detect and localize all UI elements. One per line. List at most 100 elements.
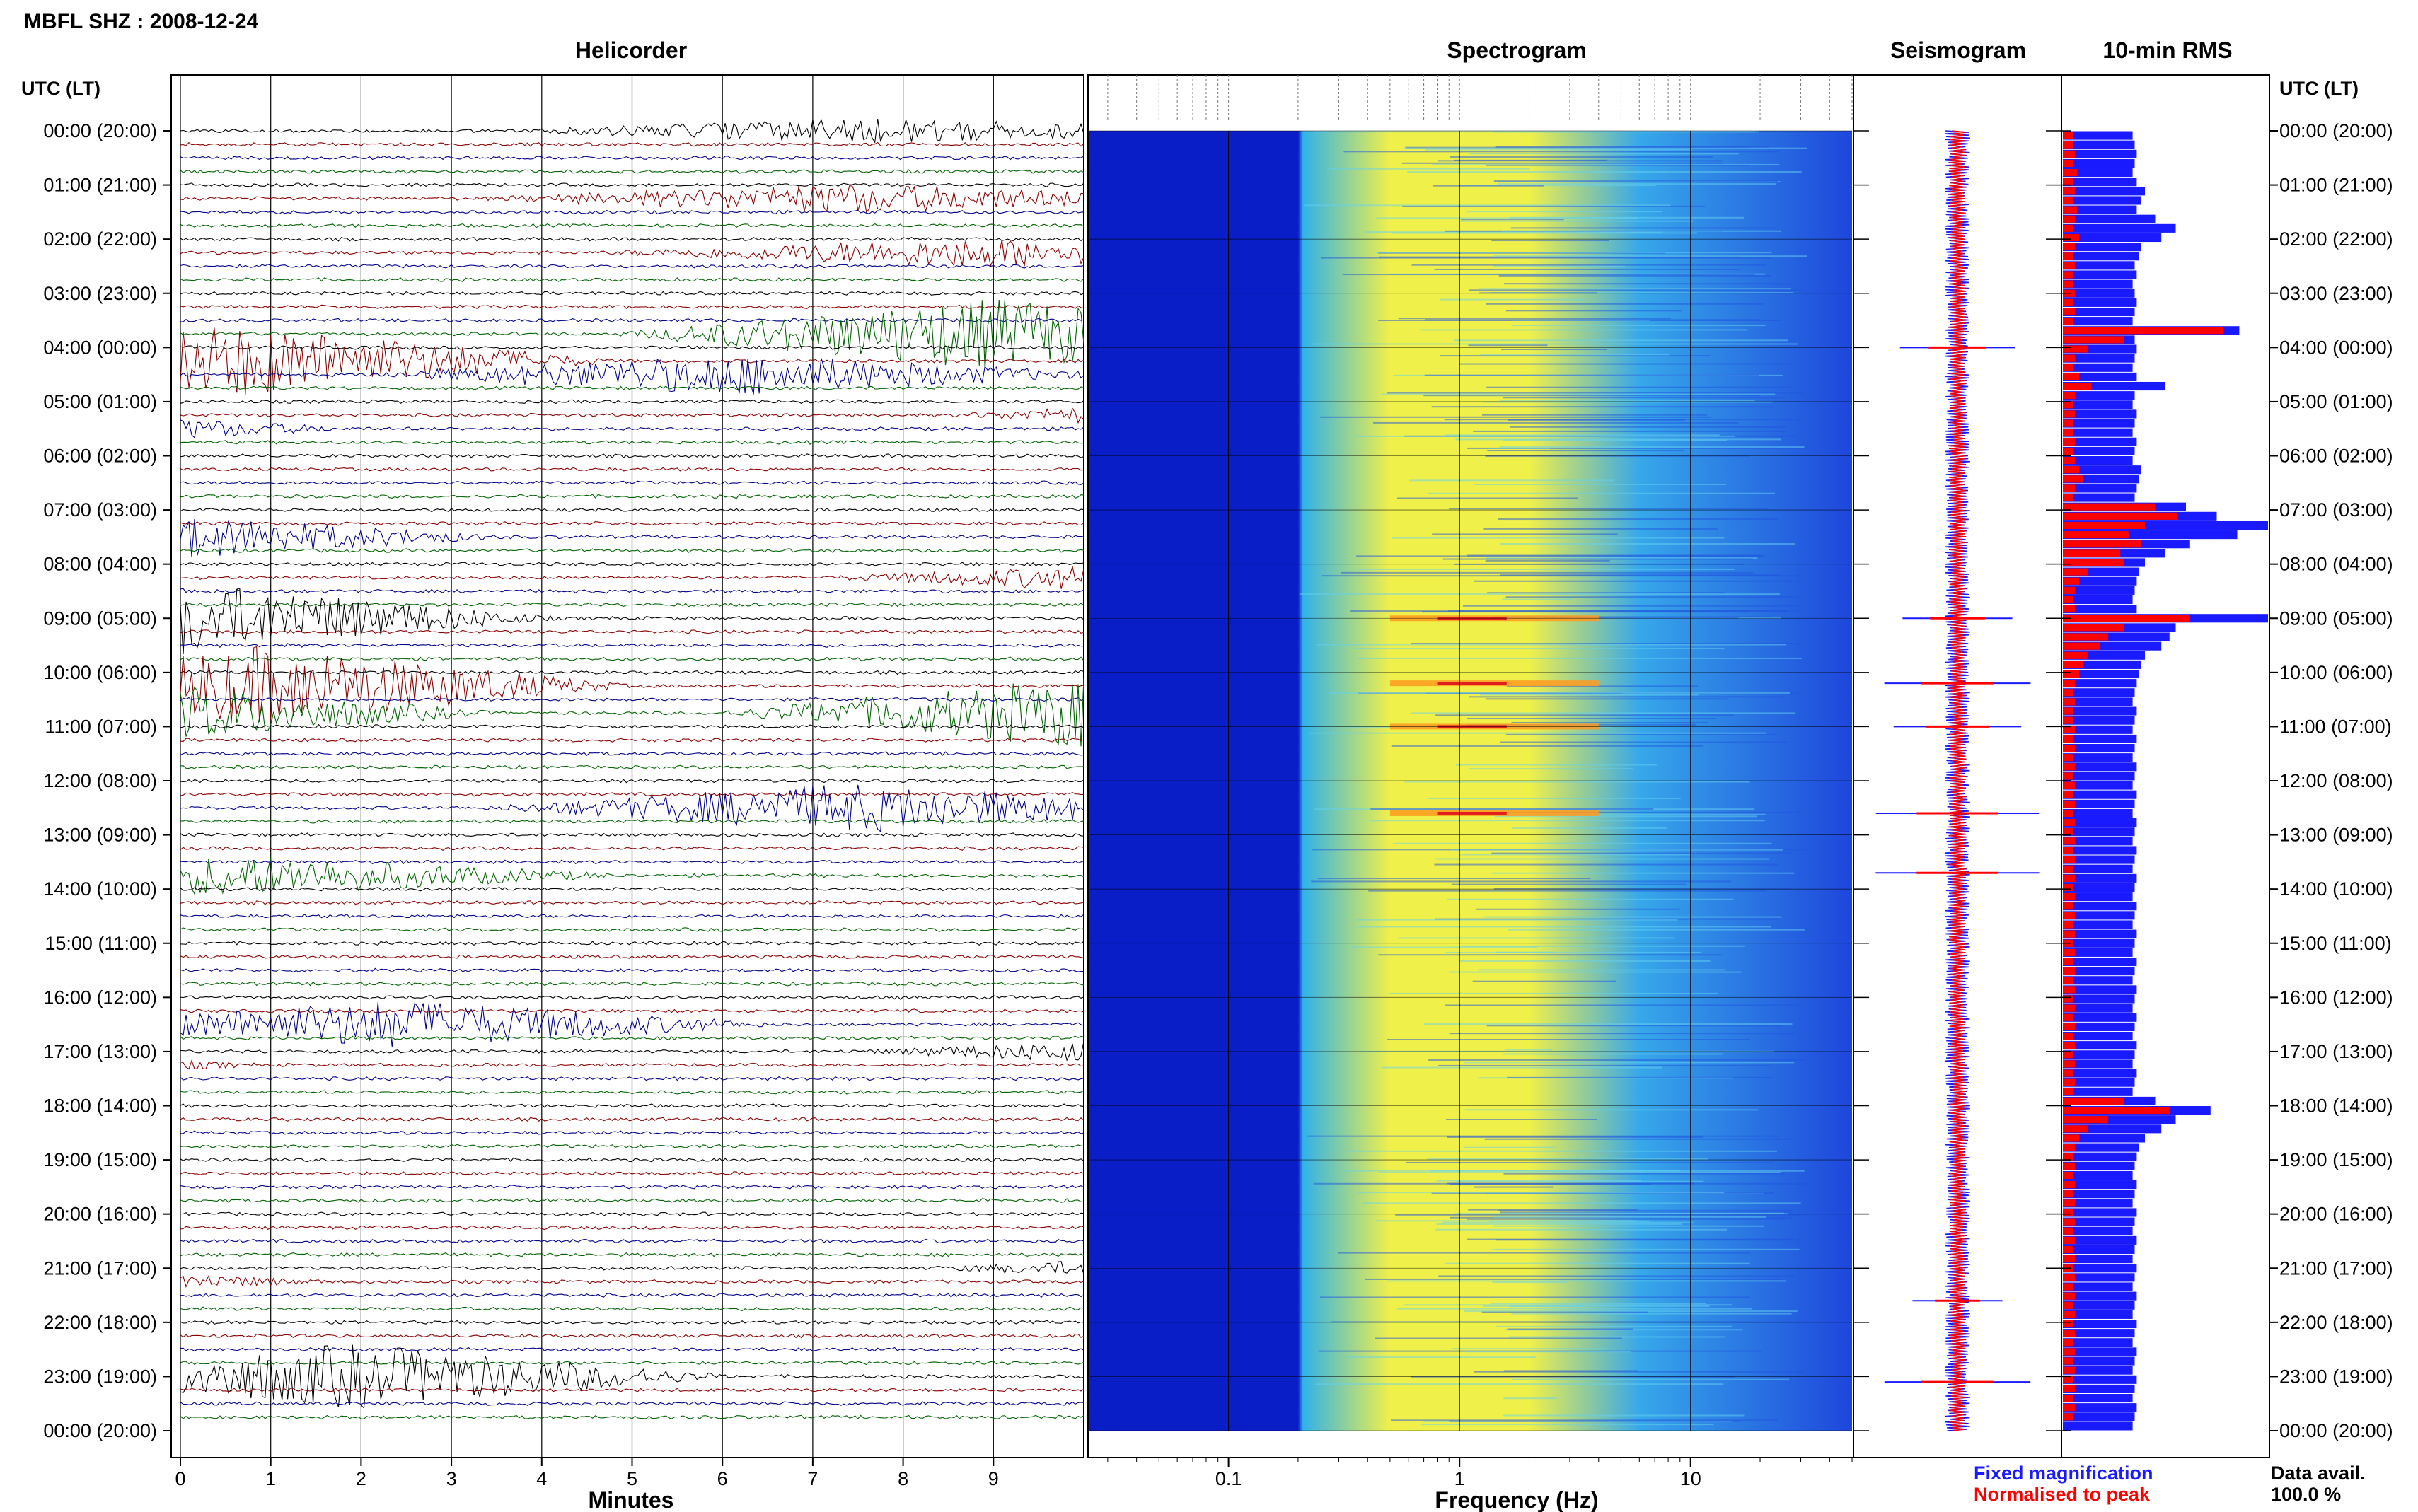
spectrogram-noise-row — [1491, 292, 1794, 294]
rms-bar-normalised — [2063, 828, 2073, 836]
spectrogram-noise-row — [1449, 971, 1742, 973]
spectrogram-noise-row — [1484, 1138, 1792, 1140]
helicorder-trace — [180, 236, 1084, 242]
time-tick-label: 15:00 (11:00) — [45, 933, 157, 954]
helicorder-plot: 0 1 2 3 4 5 6 7 8 9 — [175, 75, 1084, 1489]
rms-bar-fixed — [2063, 1384, 2135, 1393]
legend-normalised-to-peak: Normalised to peak — [1974, 1484, 2151, 1505]
helicorder-trace — [180, 385, 1084, 391]
rms-bar-normalised — [2063, 930, 2076, 938]
data-avail-value: 100.0 % — [2271, 1484, 2341, 1505]
rms-bar-fixed — [2063, 716, 2135, 725]
helicorder-trace — [180, 1185, 1084, 1190]
time-tick-label: 17:00 (13:00) — [43, 1041, 157, 1062]
rms-bar-normalised — [2063, 874, 2076, 882]
time-tick-label: 12:00 (08:00) — [43, 770, 157, 791]
spectrogram-noise-row — [1330, 692, 1790, 694]
spectrogram-noise-row — [1404, 781, 1750, 783]
rms-bar-normalised — [2063, 967, 2076, 975]
spectrogram-noise-row — [1317, 878, 1591, 880]
rms-bar-normalised — [2063, 1199, 2076, 1207]
spectrogram-noise-row — [1378, 954, 1722, 956]
spectrogram-noise-row — [1493, 616, 1771, 618]
rms-bar-fixed — [2063, 976, 2133, 985]
spectrogram-noise-row — [1433, 185, 1544, 187]
spectrogram-event-core — [1437, 682, 1507, 685]
helicorder-trace — [180, 643, 1084, 648]
spectrogram-noise-row — [1462, 605, 1800, 607]
spectrogram-noise-row — [1430, 1170, 1805, 1172]
rms-bar-normalised — [2063, 995, 2073, 1003]
spectrogram-noise-row — [1507, 1328, 1633, 1330]
rms-bar-fixed — [2063, 149, 2137, 158]
spectrogram-noise-row — [1375, 1337, 1622, 1339]
rms-bar-fixed — [2063, 985, 2137, 994]
helicorder-frame — [170, 74, 1084, 1458]
spectrogram-noise-row — [1466, 717, 1716, 719]
helicorder-trace — [180, 779, 1084, 784]
helicorder-trace — [180, 670, 1084, 675]
spectrogram-noise-row — [1455, 438, 1781, 441]
spectrogram-noise-row — [1435, 1228, 1728, 1231]
time-tick-label: 03:00 (23:00) — [43, 283, 157, 304]
spectrogram-noise-row — [1387, 392, 1804, 394]
rms-bar-normalised — [2063, 791, 2073, 798]
spectrogram-noise-row — [1461, 219, 1564, 221]
spectrogram-noise-row — [1353, 648, 1725, 650]
rms-bar-fixed — [2063, 205, 2137, 214]
rms-bar-normalised — [2063, 735, 2073, 743]
rms-bar-normalised — [2063, 680, 2076, 687]
rms-bar-normalised — [2063, 837, 2076, 845]
rms-bar-fixed — [2063, 131, 2133, 140]
rms-bar-normalised — [2063, 670, 2080, 678]
rms-bar-fixed — [2063, 1013, 2137, 1022]
time-tick-label: 07:00 (03:00) — [2279, 499, 2393, 521]
rms-bar-fixed — [2063, 1199, 2133, 1208]
spectrogram-noise-row — [1501, 349, 1607, 351]
rms-bar-normalised — [2063, 401, 2073, 409]
rms-frame — [2061, 74, 2270, 1458]
rms-bar-normalised — [2063, 1385, 2076, 1392]
spectrogram-noise-row — [1402, 205, 1706, 207]
rms-title: 10-min RMS — [2102, 37, 2232, 63]
spectrogram-noise-row — [1357, 926, 1771, 928]
rms-bar-normalised — [2063, 540, 2141, 548]
helicorder-trace — [180, 299, 1084, 370]
rms-bar-normalised — [2063, 1162, 2076, 1170]
rms-bar-fixed — [2063, 920, 2133, 929]
time-tick-label: 22:00 (18:00) — [43, 1312, 157, 1333]
helicorder-trace — [180, 156, 1084, 161]
rms-bar-normalised — [2063, 586, 2076, 594]
rms-bar-normalised — [2063, 1144, 2076, 1151]
spectrogram-noise-row — [1469, 153, 1739, 155]
rms-bar-fixed — [2063, 1329, 2135, 1338]
rms-bar-normalised — [2063, 689, 2073, 697]
spectrogram-noise-row — [1467, 211, 1662, 213]
time-tick-label: 15:00 (11:00) — [2279, 933, 2392, 954]
rms-bar-fixed — [2063, 753, 2133, 762]
rms-bar-fixed — [2063, 743, 2135, 753]
rms-bar-fixed — [2063, 846, 2137, 855]
spectrogram-noise-row — [1483, 401, 1773, 403]
spectrogram-noise-row — [1396, 497, 1578, 499]
spectrogram-noise-row — [1486, 557, 1758, 559]
helicorder-trace — [180, 859, 1084, 865]
spectrogram-noise-row — [1485, 698, 1728, 700]
rms-bar-normalised — [2063, 1190, 2073, 1198]
rms-bar-fixed — [2063, 1170, 2133, 1180]
rms-bar-normalised — [2063, 1348, 2076, 1356]
rms-bar-normalised — [2063, 252, 2073, 260]
rms-bar-fixed — [2063, 1255, 2133, 1264]
rms-bar-normalised — [2063, 986, 2076, 994]
rms-bar-normalised — [2063, 336, 2124, 344]
spectrogram-noise-row — [1356, 919, 1678, 921]
rms-bar-fixed — [2063, 762, 2137, 772]
rms-bar-normalised — [2063, 577, 2080, 585]
spectrogram-noise-row — [1404, 1304, 1732, 1306]
helicorder-trace — [180, 1157, 1084, 1163]
time-tick-label: 10:00 (06:00) — [43, 662, 157, 683]
helicorder-trace — [180, 1414, 1084, 1420]
rms-bar-fixed — [2063, 1235, 2137, 1245]
spectrogram-noise-row — [1447, 1136, 1703, 1138]
helicorder-trace — [180, 209, 1084, 215]
